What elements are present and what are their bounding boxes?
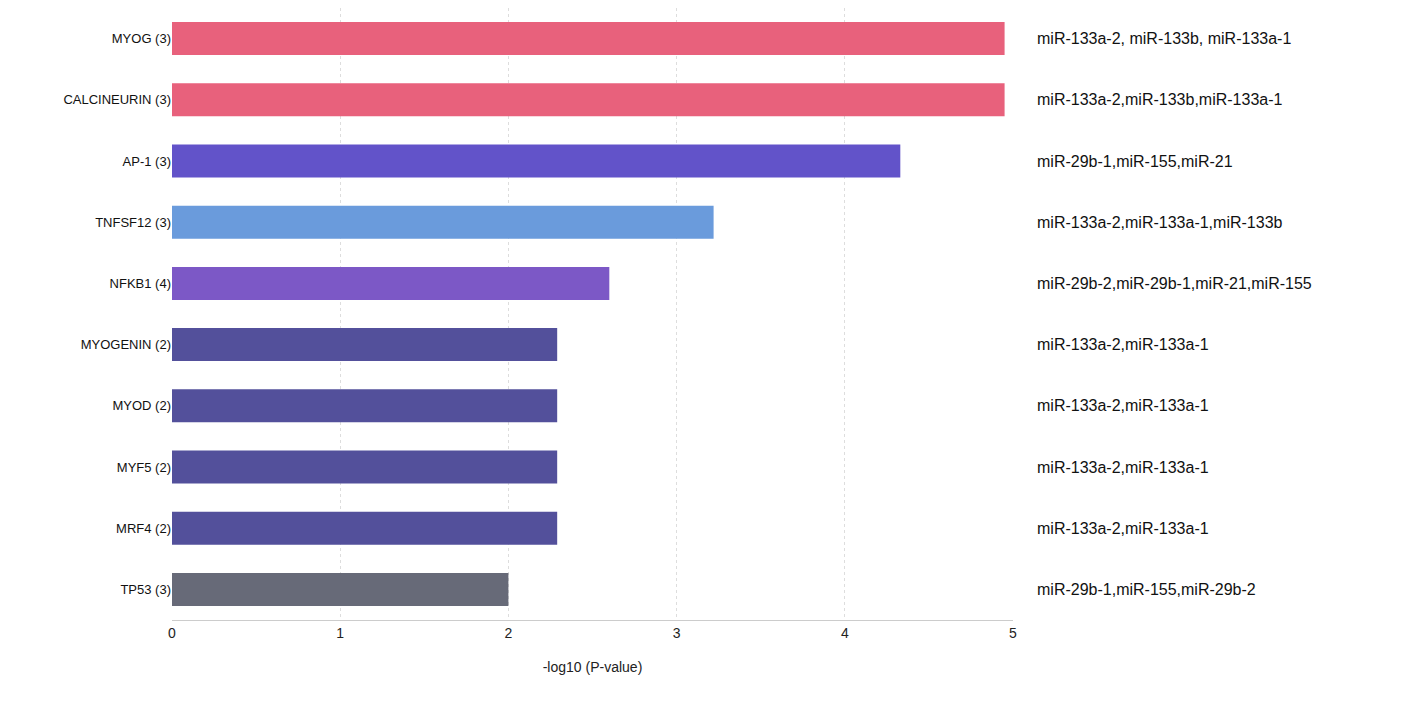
svg-text:MYOGENIN (2): MYOGENIN (2) [81, 337, 171, 352]
svg-text:miR-29b-2,miR-29b-1,miR-21,miR: miR-29b-2,miR-29b-1,miR-21,miR-155 [1037, 275, 1312, 292]
svg-text:miR-29b-1,miR-155,miR-21: miR-29b-1,miR-155,miR-21 [1037, 153, 1233, 170]
svg-text:TP53 (3): TP53 (3) [120, 582, 171, 597]
svg-text:miR-133a-2,miR-133a-1: miR-133a-2,miR-133a-1 [1037, 520, 1209, 537]
svg-text:miR-133a-2,miR-133a-1: miR-133a-2,miR-133a-1 [1037, 459, 1209, 476]
svg-text:4: 4 [841, 625, 849, 641]
svg-text:TNFSF12 (3): TNFSF12 (3) [95, 215, 171, 230]
svg-text:CALCINEURIN (3): CALCINEURIN (3) [63, 92, 171, 107]
svg-text:1: 1 [336, 625, 344, 641]
svg-text:MRF4 (2): MRF4 (2) [116, 521, 171, 536]
svg-text:miR-133a-2,miR-133b,miR-133a-1: miR-133a-2,miR-133b,miR-133a-1 [1037, 91, 1283, 108]
svg-text:3: 3 [673, 625, 681, 641]
svg-text:2: 2 [505, 625, 513, 641]
svg-text:miR-29b-1,miR-155,miR-29b-2: miR-29b-1,miR-155,miR-29b-2 [1037, 581, 1256, 598]
svg-text:miR-133a-2,miR-133a-1: miR-133a-2,miR-133a-1 [1037, 397, 1209, 414]
svg-text:-log10 (P-value): -log10 (P-value) [543, 659, 643, 675]
svg-text:miR-133a-2,miR-133a-1: miR-133a-2,miR-133a-1 [1037, 336, 1209, 353]
svg-text:5: 5 [1009, 625, 1017, 641]
svg-text:AP-1 (3): AP-1 (3) [123, 154, 171, 169]
svg-text:MYOG (3): MYOG (3) [112, 31, 171, 46]
svg-text:0: 0 [168, 625, 176, 641]
svg-text:miR-133a-2,miR-133a-1,miR-133b: miR-133a-2,miR-133a-1,miR-133b [1037, 214, 1283, 231]
svg-text:miR-133a-2, miR-133b, miR-133a: miR-133a-2, miR-133b, miR-133a-1 [1037, 30, 1291, 47]
svg-text:NFKB1 (4): NFKB1 (4) [110, 276, 171, 291]
svg-text:MYF5 (2): MYF5 (2) [117, 460, 171, 475]
svg-text:MYOD (2): MYOD (2) [113, 398, 172, 413]
